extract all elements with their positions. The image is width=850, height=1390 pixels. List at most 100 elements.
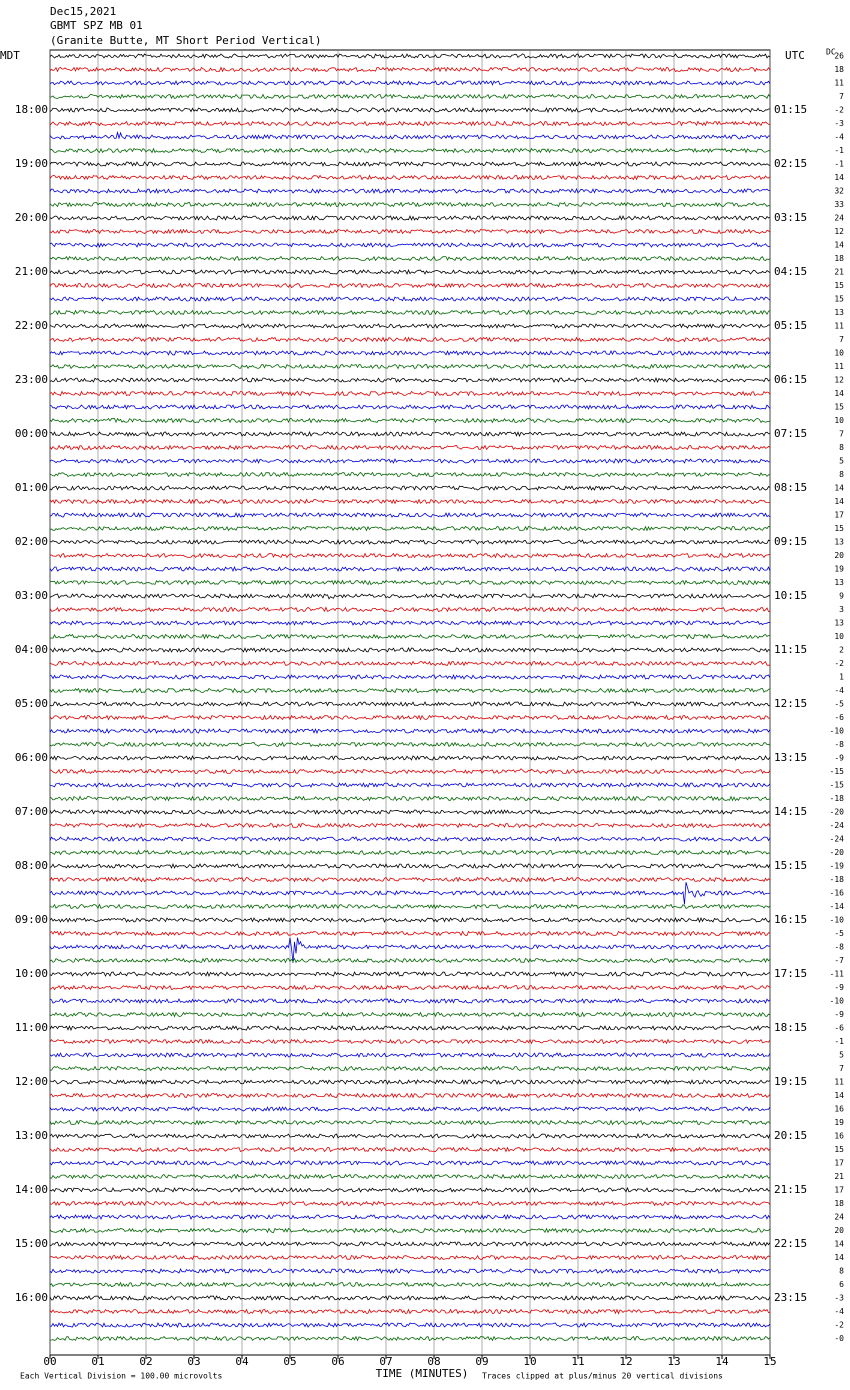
trace bbox=[49, 539, 771, 545]
dc-value: -9 bbox=[834, 983, 844, 992]
plot-frame bbox=[49, 49, 771, 1356]
trace bbox=[49, 53, 771, 59]
dc-value: 21 bbox=[834, 268, 844, 277]
right-time-label: 06:15 bbox=[774, 373, 807, 386]
trace bbox=[49, 863, 771, 869]
x-tick-label: 06 bbox=[331, 1355, 344, 1368]
dc-value: -2 bbox=[834, 1321, 844, 1330]
dc-value: -5 bbox=[834, 700, 844, 709]
trace bbox=[49, 228, 771, 235]
x-tick-label: 15 bbox=[763, 1355, 776, 1368]
trace bbox=[49, 130, 771, 140]
dc-value: -8 bbox=[834, 740, 844, 749]
trace bbox=[49, 714, 771, 721]
dc-value: 14 bbox=[834, 241, 844, 250]
dc-value: 16 bbox=[834, 1132, 844, 1141]
dc-value: -24 bbox=[830, 835, 845, 844]
left-time-label: 08:00 bbox=[15, 859, 48, 872]
left-time-label: 19:00 bbox=[15, 157, 48, 170]
dc-value: 17 bbox=[834, 511, 844, 520]
dc-value: 2 bbox=[839, 646, 844, 655]
dc-value: -6 bbox=[834, 1024, 844, 1033]
dc-value: 20 bbox=[834, 551, 844, 560]
dc-value: 20 bbox=[834, 1226, 844, 1235]
trace bbox=[49, 1132, 771, 1139]
trace bbox=[49, 363, 771, 370]
trace bbox=[49, 876, 771, 883]
dc-value: -3 bbox=[834, 119, 844, 128]
trace bbox=[49, 647, 771, 653]
trace bbox=[49, 957, 771, 964]
left-time-label: 06:00 bbox=[15, 751, 48, 764]
trace bbox=[49, 836, 771, 842]
right-time-label: 21:15 bbox=[774, 1183, 807, 1196]
trace bbox=[49, 998, 771, 1005]
dc-value: 19 bbox=[834, 565, 844, 574]
right-time-label: 16:15 bbox=[774, 913, 807, 926]
right-time-label: 01:15 bbox=[774, 103, 807, 116]
trace bbox=[50, 782, 771, 788]
trace bbox=[49, 1119, 771, 1126]
trace bbox=[49, 1106, 771, 1112]
trace bbox=[49, 255, 771, 262]
trace bbox=[49, 1079, 771, 1086]
trace bbox=[49, 633, 771, 640]
station: GBMT SPZ MB 01 bbox=[50, 19, 143, 32]
trace bbox=[49, 1295, 771, 1302]
dc-value: -20 bbox=[830, 808, 845, 817]
left-time-label: 01:00 bbox=[15, 481, 48, 494]
dc-value: 13 bbox=[834, 308, 844, 317]
right-time-label: 12:15 bbox=[774, 697, 807, 710]
dc-value: 15 bbox=[834, 1145, 844, 1154]
right-time-label: 13:15 bbox=[774, 751, 807, 764]
right-time-label: 19:15 bbox=[774, 1075, 807, 1088]
dc-value: -16 bbox=[830, 889, 845, 898]
trace bbox=[49, 1173, 771, 1180]
trace bbox=[49, 1213, 771, 1221]
trace bbox=[49, 822, 771, 829]
x-tick-label: 05 bbox=[283, 1355, 296, 1368]
left-time-label: 22:00 bbox=[15, 319, 48, 332]
x-tick-label: 02 bbox=[139, 1355, 152, 1368]
right-time-label: 18:15 bbox=[774, 1021, 807, 1034]
trace bbox=[49, 1308, 771, 1315]
left-time-label: 18:00 bbox=[15, 103, 48, 116]
trace bbox=[49, 566, 771, 573]
trace bbox=[49, 728, 771, 735]
left-time-label: 11:00 bbox=[15, 1021, 48, 1034]
dc-value: 14 bbox=[834, 1240, 844, 1249]
trace bbox=[49, 350, 771, 356]
trace bbox=[49, 579, 771, 586]
dc-value: 11 bbox=[834, 322, 844, 331]
trace bbox=[49, 809, 771, 815]
trace bbox=[49, 80, 771, 86]
trace bbox=[49, 1011, 771, 1018]
clip-note: Traces clipped at plus/minus 20 vertical… bbox=[482, 1372, 723, 1381]
right-time-label: 09:15 bbox=[774, 535, 807, 548]
x-tick-label: 08 bbox=[427, 1355, 440, 1368]
dc-value: 18 bbox=[834, 65, 844, 74]
dc-value: -0 bbox=[834, 1334, 844, 1343]
dc-value: -2 bbox=[834, 659, 844, 668]
left-time-label: 09:00 bbox=[15, 913, 48, 926]
trace bbox=[49, 768, 771, 775]
left-time-label: 10:00 bbox=[15, 967, 48, 980]
trace bbox=[49, 512, 771, 518]
trace bbox=[49, 336, 771, 343]
x-tick-label: 01 bbox=[91, 1355, 104, 1368]
dc-value: 21 bbox=[834, 1172, 844, 1181]
dc-value: 15 bbox=[834, 281, 844, 290]
trace bbox=[49, 1254, 771, 1261]
dc-value: -24 bbox=[830, 821, 845, 830]
dc-value: 26 bbox=[834, 52, 844, 61]
dc-value: 1 bbox=[839, 673, 844, 682]
trace bbox=[49, 471, 771, 478]
dc-value: 10 bbox=[834, 632, 844, 641]
trace bbox=[49, 1281, 771, 1288]
dc-value: 18 bbox=[834, 1199, 844, 1208]
x-tick-label: 11 bbox=[571, 1355, 584, 1368]
right-time-label: 23:15 bbox=[774, 1291, 807, 1304]
left-time-label: 02:00 bbox=[15, 535, 48, 548]
trace bbox=[49, 498, 770, 505]
